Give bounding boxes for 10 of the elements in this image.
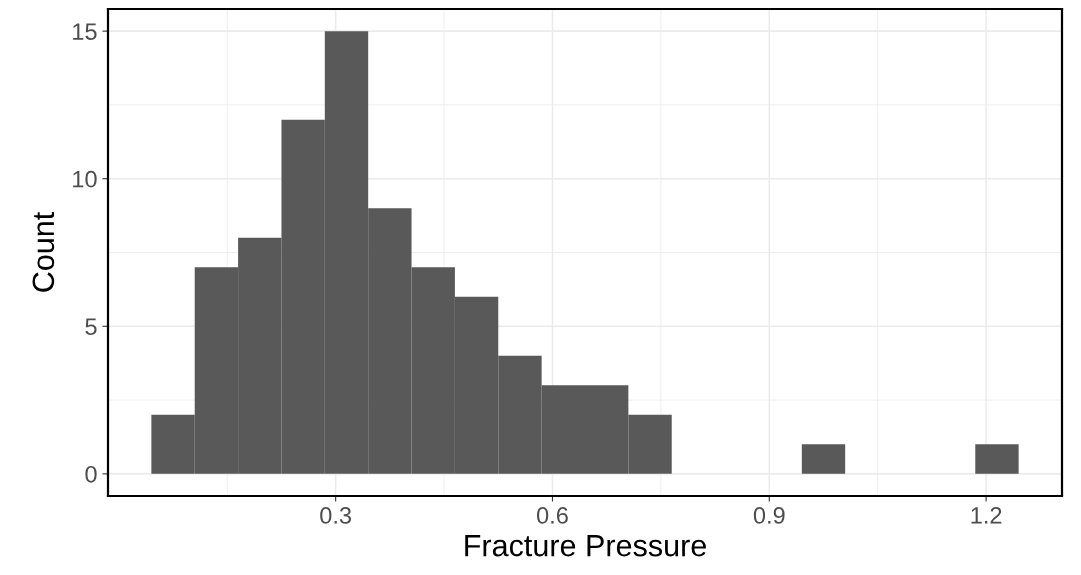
y-axis-title: Count: [32, 211, 55, 292]
y-tick-label: 15: [73, 23, 97, 40]
y-tick-label: 5: [85, 318, 97, 336]
y-tick-label: 0: [85, 465, 97, 483]
y-tick-label: 10: [73, 170, 97, 188]
x-tick-label: 0.3: [320, 507, 352, 524]
x-tick-label: 0.9: [753, 507, 785, 524]
x-axis-title: Fracture Pressure: [465, 535, 706, 557]
x-tick-label: 1.2: [971, 507, 1002, 524]
x-tick-label: 0.6: [536, 507, 568, 524]
